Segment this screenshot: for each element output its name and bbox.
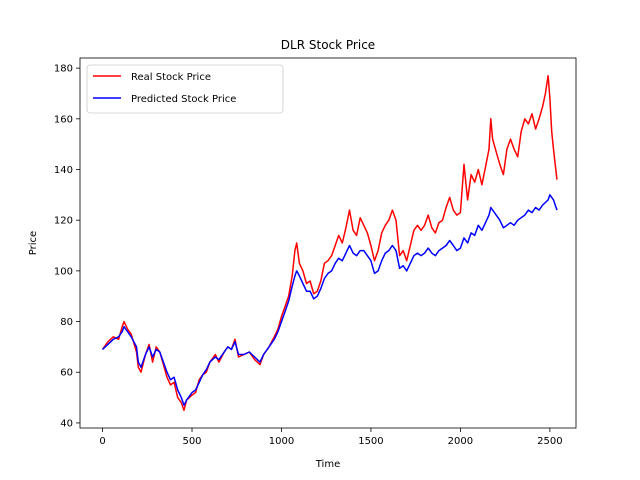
x-tick-label: 2000 — [448, 436, 473, 447]
x-tick-label: 1000 — [269, 436, 294, 447]
legend-label-real: Real Stock Price — [131, 72, 211, 83]
y-tick-label: 160 — [54, 114, 73, 125]
x-tick-label: 2500 — [537, 436, 562, 447]
y-tick-label: 100 — [54, 266, 73, 277]
legend-box — [86, 64, 284, 114]
x-tick-label: 1500 — [358, 436, 383, 447]
x-tick-label: 500 — [182, 436, 201, 447]
chart-title: DLR Stock Price — [281, 38, 375, 52]
legend-label-predicted: Predicted Stock Price — [131, 94, 236, 105]
legend: Real Stock Price Predicted Stock Price — [86, 64, 284, 114]
series-line-predicted-stock-price — [101, 194, 558, 406]
y-axis: 40 60 80 100 120 140 160 180 — [54, 64, 80, 429]
y-axis-label: Price — [28, 231, 39, 255]
x-axis: 0 500 1000 1500 2000 2500 — [99, 428, 563, 447]
series-line-real-stock-price — [101, 74, 558, 412]
y-tick-label: 180 — [54, 64, 73, 75]
x-tick-label: 0 — [99, 436, 105, 447]
plot-lines — [101, 74, 558, 412]
x-axis-label: Time — [315, 459, 340, 470]
y-tick-label: 80 — [60, 317, 73, 328]
y-tick-label: 140 — [54, 165, 73, 176]
y-tick-label: 120 — [54, 216, 73, 227]
y-tick-label: 60 — [60, 368, 73, 379]
plot-frame — [79, 57, 577, 429]
y-tick-label: 40 — [60, 418, 73, 429]
